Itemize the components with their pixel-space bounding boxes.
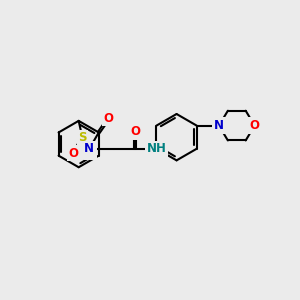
- Text: O: O: [250, 119, 260, 132]
- Text: O: O: [130, 125, 140, 138]
- Text: O: O: [103, 112, 114, 125]
- Text: NH: NH: [147, 142, 166, 155]
- Text: N: N: [84, 142, 94, 155]
- Text: O: O: [86, 146, 96, 159]
- Text: N: N: [214, 119, 224, 132]
- Text: O: O: [68, 147, 79, 160]
- Text: S: S: [78, 131, 87, 144]
